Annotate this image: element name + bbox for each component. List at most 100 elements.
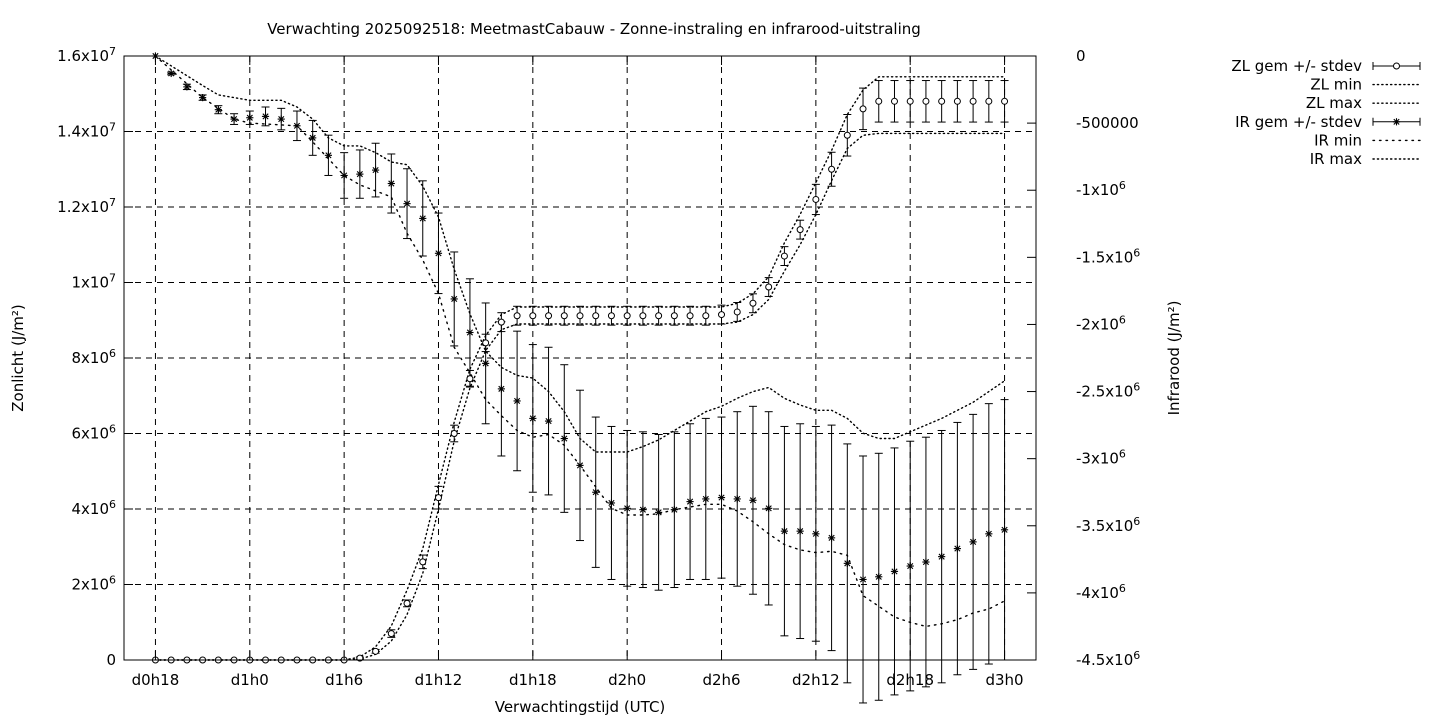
zl-point	[812, 195, 820, 203]
ir-point	[356, 170, 364, 178]
zl-point	[875, 97, 883, 105]
ir-point	[938, 553, 946, 561]
zl-point	[434, 494, 442, 502]
y2-axis-tick-labels: 0 -500000 -1x106 -1.5x106 -2x106 -2.5x106 -3x1…	[1076, 47, 1140, 669]
ir-point	[167, 69, 175, 78]
legend-label: ZL min	[1310, 76, 1362, 94]
y-tick-label: 2x106	[71, 574, 116, 594]
ir-point	[293, 122, 301, 130]
ir-point	[780, 527, 789, 535]
axis-ticks	[124, 55, 1036, 661]
ir-point	[890, 567, 899, 576]
ir-point	[261, 112, 270, 120]
ir-point	[277, 115, 285, 123]
x-axis-label: Verwachtingstijd (UTC)	[495, 698, 666, 716]
y-tick-label: 1x107	[71, 272, 116, 292]
y2-tick-label: -4.5x106	[1076, 649, 1140, 669]
x-tick-label: d1h12	[415, 671, 463, 689]
zl-point	[607, 312, 615, 320]
legend-label: ZL gem +/- stdev	[1231, 57, 1362, 75]
legend-label: ZL max	[1306, 94, 1362, 112]
series-line-ir-min	[154, 55, 1006, 628]
ir-point	[592, 488, 600, 496]
zl-point	[686, 312, 694, 320]
legend-circle-marker	[1393, 62, 1400, 70]
zl-point	[906, 97, 914, 105]
zl-point	[938, 97, 946, 105]
ir-point	[686, 498, 694, 506]
zl-point	[718, 311, 726, 319]
y2-tick-label: -3x106	[1076, 448, 1126, 468]
zl-point	[890, 97, 898, 105]
ir-point	[246, 114, 254, 122]
ir-point	[230, 115, 238, 123]
x-tick-label: d2h12	[792, 671, 840, 689]
zl-point	[859, 105, 867, 113]
y2-axis-label: Infrarood (J/m²)	[1165, 301, 1183, 416]
zl-point	[419, 558, 427, 566]
ir-point	[387, 179, 395, 188]
legend-label: IR max	[1310, 150, 1362, 168]
ir-point	[623, 504, 631, 512]
zl-point	[765, 283, 773, 291]
zl-point	[403, 599, 411, 607]
y2-tick-label: -1.5x106	[1076, 246, 1140, 266]
ir-point	[670, 506, 678, 514]
grid-lines	[124, 56, 1036, 660]
ir-point	[717, 493, 726, 502]
y2-tick-label: -3.5x106	[1076, 515, 1140, 535]
zl-point	[670, 312, 678, 320]
ir-point	[450, 295, 458, 303]
zl-point	[1001, 97, 1009, 105]
zl-point	[513, 312, 521, 320]
x-tick-label: d2h6	[702, 671, 740, 689]
x-tick-label: d2h0	[608, 671, 646, 689]
ir-point	[812, 530, 820, 538]
x-tick-label: d1h0	[231, 671, 269, 689]
y-tick-label: 0	[106, 651, 116, 669]
x-tick-label: d0h18	[132, 671, 180, 689]
ir-point	[859, 575, 867, 584]
zl-point	[922, 97, 930, 105]
ir-point	[497, 385, 505, 393]
ir-point	[922, 558, 930, 566]
chart-title: Verwachting 2025092518: MeetmastCabauw -…	[267, 20, 921, 38]
ir-point	[875, 573, 883, 581]
ir-point	[639, 506, 647, 514]
zl-point	[953, 97, 961, 105]
ir-point	[796, 527, 804, 535]
ir-point	[434, 249, 443, 257]
zl-point	[592, 312, 600, 320]
zl-point	[623, 312, 631, 320]
ir-point	[340, 171, 348, 180]
zl-point	[387, 630, 395, 638]
zl-point	[749, 299, 757, 307]
ir-point	[906, 562, 914, 570]
ir-point	[403, 200, 411, 208]
ir-point	[560, 434, 568, 443]
ir-point	[953, 544, 961, 553]
ir-point	[702, 495, 710, 503]
series-line-zl-max	[154, 76, 1006, 661]
zl-point	[497, 318, 505, 326]
y2-tick-label: 0	[1076, 47, 1086, 65]
y2-tick-label: -2x106	[1076, 313, 1126, 333]
ir-point	[607, 499, 616, 507]
ir-point	[183, 83, 191, 91]
ir-point	[827, 534, 836, 542]
ir-point	[529, 414, 537, 422]
x-tick-label: d1h6	[325, 671, 363, 689]
ir-point	[576, 461, 584, 469]
legend-star-marker	[1392, 118, 1401, 126]
legend-label: IR gem +/- stdev	[1235, 113, 1362, 131]
ir-point	[214, 106, 222, 114]
y-tick-label: 4x106	[71, 498, 116, 518]
zl-point	[969, 97, 977, 105]
x-tick-label: d1h18	[509, 671, 557, 689]
ir-point	[733, 495, 741, 503]
ir-point	[324, 151, 333, 159]
legend-label: IR min	[1314, 131, 1362, 149]
zl-point	[482, 339, 490, 347]
